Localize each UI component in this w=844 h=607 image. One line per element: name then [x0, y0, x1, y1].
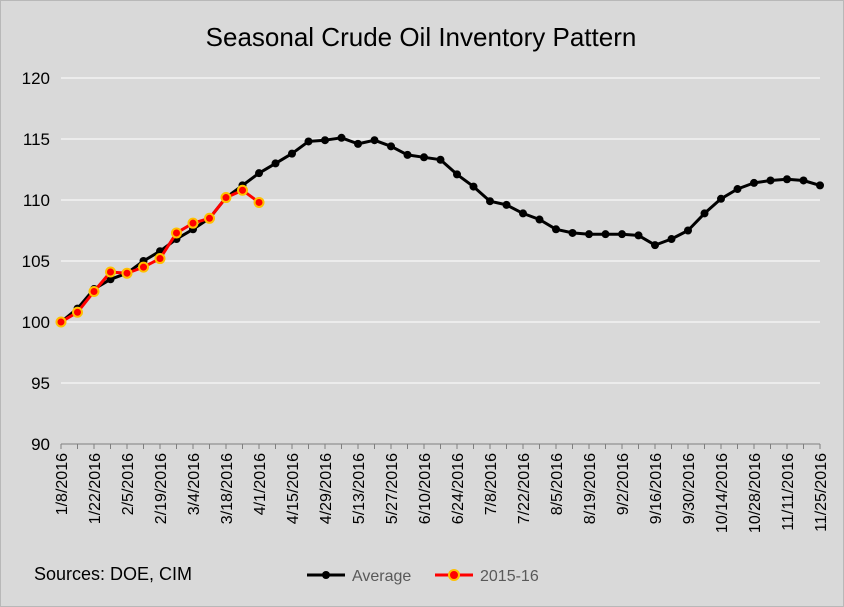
x-axis-ticks: 1/8/2016 1/22/2016 2/5/2016 2/19/2016 3/4/20… [54, 444, 830, 533]
series-group [55, 133, 824, 328]
data-point-average [816, 181, 824, 190]
data-point-average [304, 137, 313, 146]
y-tick-label: 95 [31, 374, 50, 393]
data-point-average [519, 209, 527, 218]
x-tick-label: 9/16/2016 [648, 453, 665, 524]
data-point-2015-16 [237, 184, 248, 196]
data-point-average [799, 176, 808, 185]
data-point-2015-16 [105, 266, 116, 278]
x-tick-label: 9/30/2016 [681, 453, 698, 524]
data-point-average [502, 200, 511, 209]
data-point-average [106, 275, 115, 284]
x-tick-label: 7/22/2016 [516, 453, 533, 524]
x-tick-label: 1/22/2016 [87, 453, 104, 524]
legend: Average 2015-16 [307, 568, 539, 585]
data-point-average [387, 142, 395, 151]
data-point-average [403, 150, 412, 159]
x-tick-label: 5/27/2016 [384, 453, 401, 524]
x-tick-label: 4/1/2016 [252, 453, 269, 515]
data-point-average [354, 139, 362, 148]
y-tick-label: 105 [22, 252, 50, 271]
x-tick-label: 1/8/2016 [54, 453, 71, 515]
data-point-average [618, 230, 626, 239]
legend-2015-16-marker [448, 569, 460, 581]
data-point-average [321, 136, 329, 145]
data-point-average [486, 197, 494, 206]
legend-average-label: Average [352, 568, 411, 585]
data-point-2015-16 [204, 212, 215, 224]
data-point-average [288, 149, 296, 158]
x-tick-label: 8/19/2016 [582, 453, 599, 524]
data-point-average [601, 230, 610, 239]
data-point-2015-16 [253, 196, 265, 208]
data-point-average [255, 169, 263, 178]
data-point-2015-16 [171, 227, 182, 239]
legend-average-marker [322, 571, 330, 579]
data-point-2015-16 [220, 192, 232, 204]
data-point-average [585, 230, 593, 239]
y-axis-ticks: 90 95 100 105 110 115 120 [22, 69, 50, 454]
x-tick-label: 6/24/2016 [450, 453, 467, 524]
data-point-average [453, 170, 461, 179]
y-tick-label: 90 [31, 435, 50, 454]
x-tick-label: 9/2/2016 [615, 453, 632, 515]
data-point-2015-16 [121, 267, 133, 279]
y-tick-label: 120 [22, 69, 50, 88]
data-point-average [337, 133, 346, 142]
x-tick-label: 10/14/2016 [714, 453, 731, 533]
data-point-2015-16 [154, 253, 166, 265]
data-point-2015-16 [138, 261, 149, 273]
x-tick-label: 11/25/2016 [813, 453, 830, 532]
x-tick-label: 4/15/2016 [285, 453, 302, 524]
x-tick-label: 11/11/2016 [780, 453, 797, 531]
data-point-average [436, 155, 445, 164]
x-tick-label: 2/5/2016 [120, 453, 137, 515]
data-point-2015-16 [187, 217, 199, 229]
data-point-average [783, 175, 791, 184]
chart-title: Seasonal Crude Oil Inventory Pattern [206, 22, 637, 52]
x-tick-label: 8/5/2016 [549, 453, 566, 515]
data-point-average [271, 159, 280, 168]
data-point-average [535, 215, 544, 224]
data-point-average [750, 178, 758, 187]
y-tick-label: 100 [22, 313, 50, 332]
x-tick-label: 3/4/2016 [186, 453, 203, 515]
x-tick-label: 7/8/2016 [483, 453, 500, 515]
y-tick-label: 110 [23, 191, 50, 210]
x-tick-label: 10/28/2016 [747, 453, 764, 533]
data-point-average [634, 231, 643, 240]
data-point-average [651, 241, 659, 250]
data-point-average [766, 176, 775, 185]
x-tick-label: 4/29/2016 [318, 453, 335, 524]
data-point-average [667, 235, 676, 244]
legend-2015-16-label: 2015-16 [480, 568, 539, 585]
x-tick-label: 3/18/2016 [219, 453, 236, 524]
data-point-average [469, 182, 478, 191]
data-point-average [370, 136, 379, 145]
data-point-2015-16 [72, 306, 83, 318]
data-point-average [420, 153, 428, 162]
data-point-average [717, 194, 725, 203]
data-point-average [733, 185, 742, 194]
x-tick-label: 6/10/2016 [417, 453, 434, 524]
data-point-average [568, 228, 577, 237]
grid-lines [61, 77, 820, 384]
data-point-2015-16 [55, 316, 67, 328]
data-point-average [552, 225, 560, 234]
y-tick-label: 115 [23, 130, 50, 149]
data-point-2015-16 [88, 286, 100, 297]
source-note: Sources: DOE, CIM [34, 564, 192, 584]
data-point-average [684, 226, 692, 235]
data-point-average [700, 209, 709, 218]
x-tick-label: 5/13/2016 [351, 453, 368, 524]
x-tick-label: 2/19/2016 [153, 453, 170, 524]
